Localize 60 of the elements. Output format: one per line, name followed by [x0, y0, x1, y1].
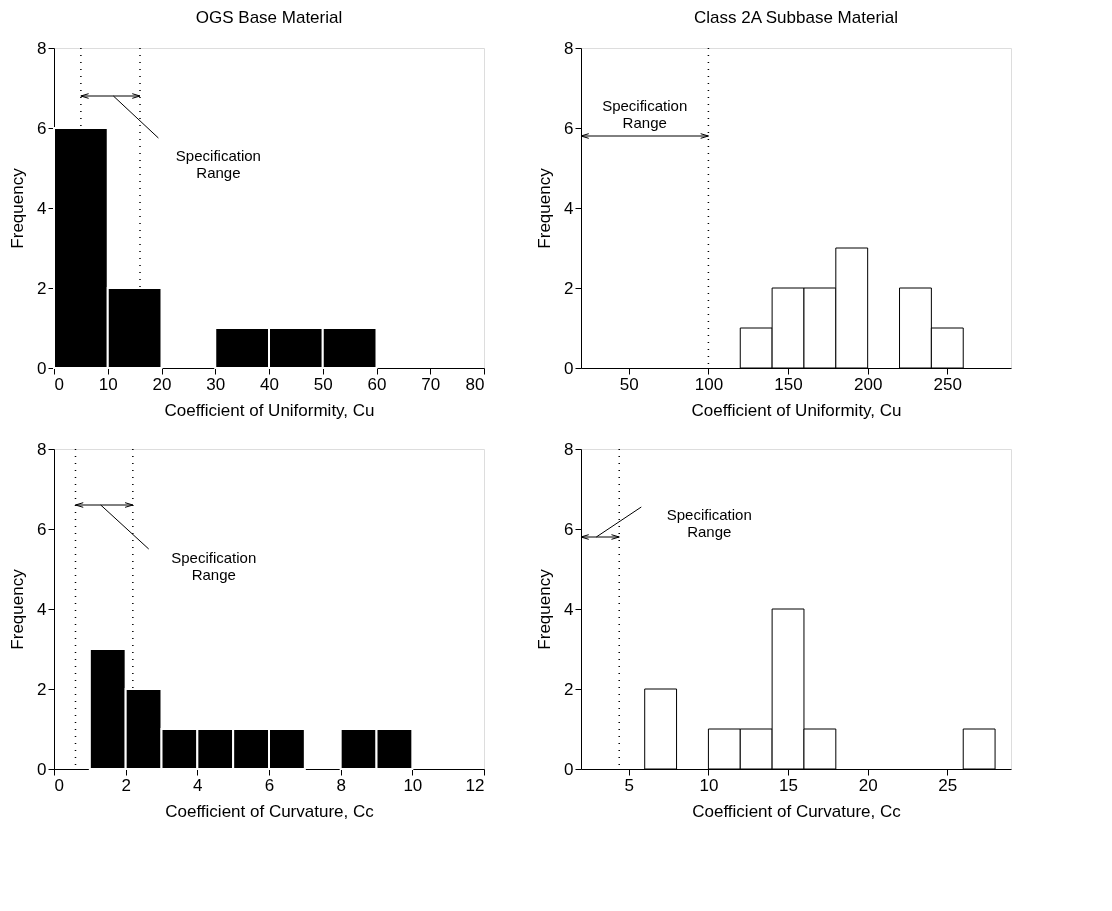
x-tick-label: 0	[54, 374, 64, 394]
x-tick-label: 70	[421, 374, 441, 394]
x-axis-title: Coefficient of Uniformity, Cu	[164, 400, 375, 420]
y-tick-label: 0	[564, 358, 574, 378]
x-tick-label: 12	[465, 775, 485, 795]
x-tick-label: 200	[853, 374, 883, 394]
x-tick-label: 60	[367, 374, 387, 394]
y-tick-label: 4	[564, 198, 574, 218]
x-tick-label: 2	[121, 775, 131, 795]
y-tick-label: 2	[37, 278, 47, 298]
x-tick-label: 50	[619, 374, 639, 394]
y-tick-label: 4	[37, 198, 47, 218]
x-tick-label: 8	[336, 775, 346, 795]
y-tick-label: 6	[564, 118, 574, 138]
y-tick-label: 6	[37, 118, 47, 138]
x-tick-label: 30	[206, 374, 226, 394]
y-tick-label: 8	[564, 439, 574, 459]
annotation: Specification Range	[171, 549, 257, 583]
x-tick-label: 40	[260, 374, 279, 394]
y-tick-label: 6	[564, 519, 574, 539]
x-tick-label: 80	[465, 374, 485, 394]
x-tick-label: 100	[694, 374, 724, 394]
y-tick-label: 0	[37, 358, 47, 378]
y-axis-title: Frequency	[8, 568, 28, 650]
x-axis-title: Coefficient of Uniformity, Cu	[691, 400, 902, 420]
x-axis-title: Coefficient of Curvature, Cc	[692, 801, 902, 821]
y-tick-label: 0	[564, 759, 574, 779]
x-tick-label: 10	[403, 775, 423, 795]
y-axis-title: Frequency	[535, 167, 555, 249]
y-tick-label: 2	[564, 679, 574, 699]
x-tick-label: 150	[774, 374, 803, 394]
x-tick-label: 15	[779, 775, 798, 795]
x-tick-label: 20	[858, 775, 878, 795]
x-axis-title: Coefficient of Curvature, Cc	[165, 801, 375, 821]
y-tick-label: 4	[37, 599, 47, 619]
y-tick-label: 2	[37, 679, 47, 699]
chart-title: Class 2A Subbase Material	[693, 8, 899, 27]
x-tick-label: 0	[54, 775, 64, 795]
x-tick-label: 10	[699, 775, 719, 795]
x-tick-label: 5	[624, 775, 635, 795]
annotation: Specification Range	[175, 147, 261, 181]
annotation: Specification Range	[666, 506, 752, 540]
x-tick-label: 25	[938, 775, 958, 795]
y-tick-label: 8	[37, 38, 47, 58]
x-tick-label: 20	[152, 374, 172, 394]
annotation: Specification Range	[602, 97, 688, 131]
chart-title: OGS Base Material	[195, 8, 343, 27]
x-tick-label: 4	[193, 775, 203, 795]
y-tick-label: 8	[37, 439, 47, 459]
y-axis-title: Frequency	[8, 167, 28, 249]
y-tick-label: 8	[564, 38, 574, 58]
y-tick-label: 6	[37, 519, 47, 539]
x-tick-label: 6	[264, 775, 275, 795]
x-tick-label: 250	[933, 374, 962, 394]
y-axis-title: Frequency	[535, 568, 555, 650]
y-tick-label: 4	[564, 599, 574, 619]
x-tick-label: 50	[313, 374, 333, 394]
y-tick-label: 2	[564, 278, 574, 298]
x-tick-label: 10	[98, 374, 118, 394]
y-tick-label: 0	[37, 759, 47, 779]
